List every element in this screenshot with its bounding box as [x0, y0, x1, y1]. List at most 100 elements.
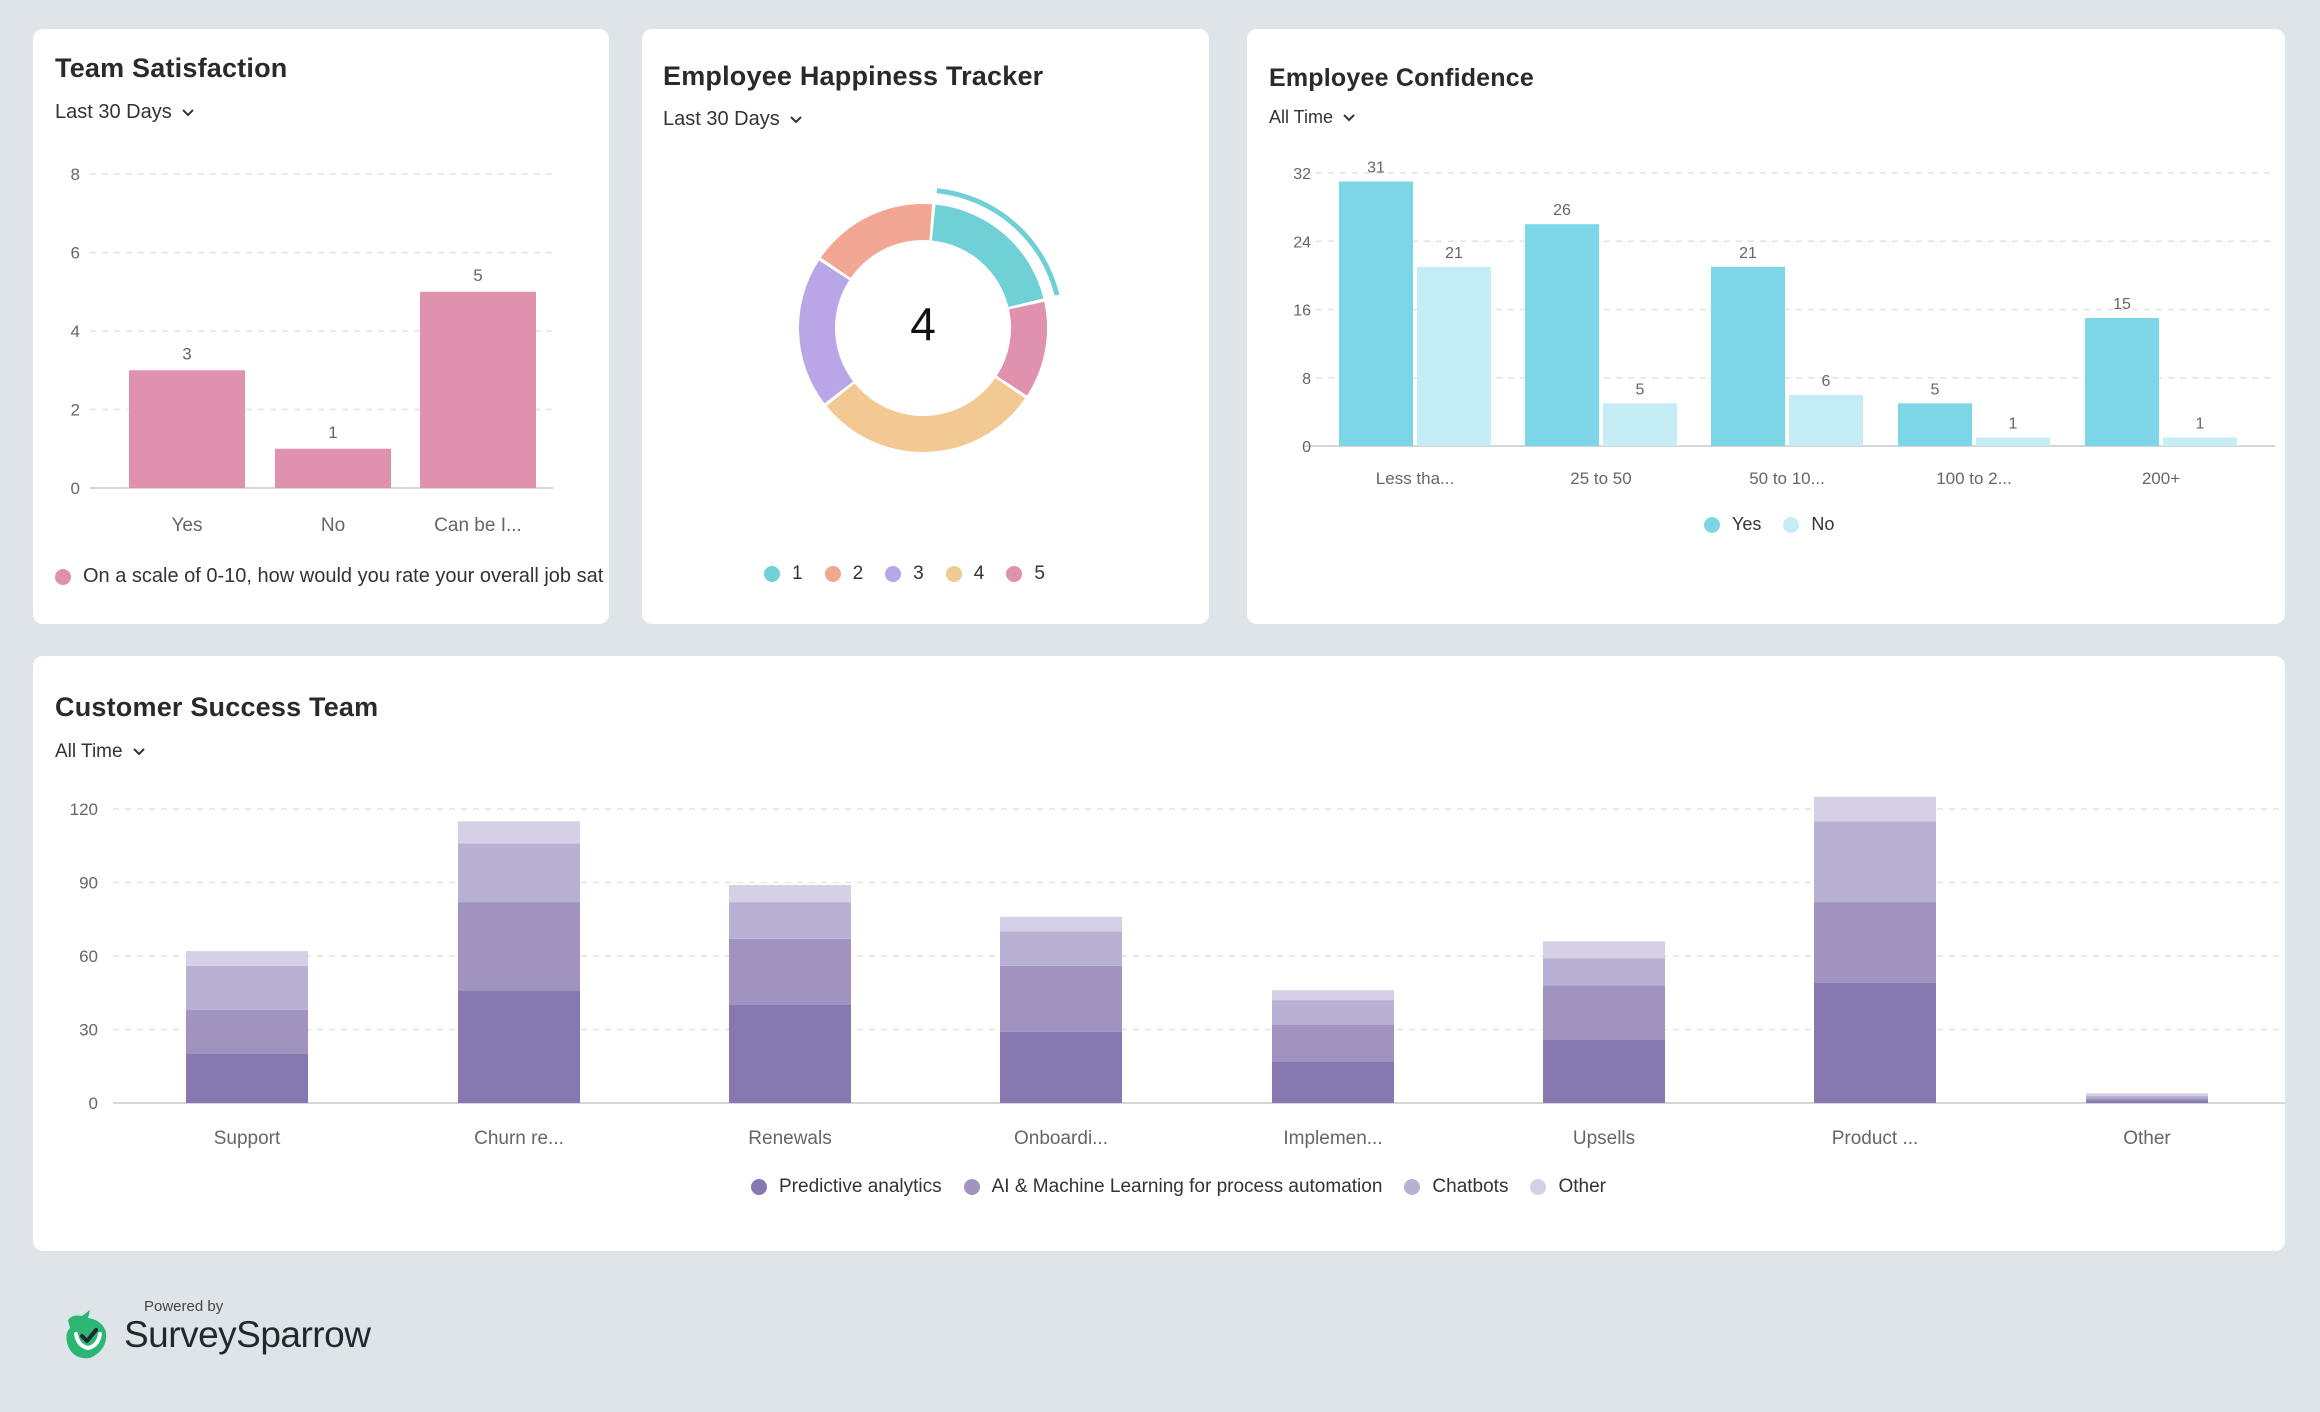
bar [420, 291, 536, 488]
y-tick-label: 16 [1293, 303, 1311, 320]
stacked-bar-segment [1272, 990, 1394, 1001]
donut-slice-3 [799, 260, 854, 404]
stacked-bar-segment [2086, 1093, 2208, 1096]
y-tick-label: 120 [70, 800, 98, 819]
confidence-legend: Yes No [1704, 514, 1856, 535]
legend-label: 5 [1034, 563, 1045, 584]
chevron-down-icon [182, 108, 194, 116]
data-label: 1 [328, 423, 337, 442]
y-tick-label: 0 [89, 1094, 98, 1113]
chevron-down-icon [132, 748, 145, 756]
legend-dot [1783, 516, 1800, 533]
stacked-bar-segment [1272, 1000, 1394, 1025]
stacked-bar-segment [729, 902, 851, 939]
customer-success-filter[interactable]: All Time [55, 741, 147, 763]
legend-dot [963, 1179, 980, 1195]
legend-item[interactable]: Yes [1704, 514, 1761, 535]
stacked-bar-segment [458, 990, 580, 1103]
legend-item[interactable]: 4 [945, 563, 984, 585]
confidence-title: Employee Confidence [1269, 64, 1534, 92]
sparrow-logo-icon [66, 1310, 107, 1359]
confidence-card: Employee Confidence All Time 0 8 16 24 32 31 2… [1247, 29, 2285, 624]
stacked-bar-segment [186, 1009, 308, 1054]
stacked-bar-segment [1814, 796, 1936, 822]
happiness-donut-chart: 4 [799, 188, 1060, 452]
stacked-bar-segment [729, 938, 851, 1005]
bar [275, 448, 391, 488]
x-tick-label: Upsells [1573, 1128, 1635, 1149]
confidence-chart: 0 8 16 24 32 31 21 Less tha... 26 5 25 to 50 21 6 50 … [1293, 160, 2275, 488]
brand-name: SurveySparrow [124, 1314, 371, 1355]
chevron-down-icon [1343, 113, 1355, 121]
x-tick-label: Yes [172, 515, 203, 536]
legend-dot [824, 566, 841, 582]
bar [129, 370, 245, 488]
filter-label: All Time [55, 741, 123, 762]
legend-item[interactable]: 5 [1006, 563, 1045, 585]
stacked-bar-segment [1000, 931, 1122, 966]
x-tick-label: Can be I... [434, 515, 522, 536]
stacked-bar-segment [186, 951, 308, 966]
happiness-card: Employee Happiness Tracker Last 30 Days … [642, 29, 1209, 624]
y-tick-label: 6 [71, 244, 80, 263]
legend-dot [1704, 516, 1720, 533]
x-tick-label: Other [2123, 1128, 2171, 1149]
legend-item[interactable]: Other [1530, 1176, 1606, 1198]
stacked-bar-segment [458, 902, 580, 991]
filter-label: Last 30 Days [55, 101, 172, 123]
legend-label: No [1811, 514, 1835, 534]
stacked-bar-segment [2086, 1095, 2208, 1099]
y-tick-label: 32 [1293, 166, 1311, 183]
stacked-bar-segment [1814, 982, 1936, 1103]
bar-yes [1898, 403, 1972, 446]
powered-by-label: Powered by [144, 1298, 224, 1315]
team-satisfaction-filter[interactable]: Last 30 Days [55, 101, 196, 124]
legend-dot [764, 566, 780, 582]
y-tick-label: 4 [71, 322, 80, 341]
legend-item[interactable]: No [1783, 514, 1834, 535]
legend-item[interactable]: Predictive analytics [751, 1176, 942, 1198]
legend-dot [1404, 1179, 1421, 1195]
team-satisfaction-chart: 0 2 4 6 8 3 Yes 1 No 5 Can be I... [71, 165, 553, 536]
stacked-bar-segment [1000, 916, 1122, 932]
bar-yes [1711, 266, 1785, 446]
bar-no [2163, 437, 2237, 446]
stacked-bar-segment [458, 821, 580, 844]
data-label: 5 [473, 266, 482, 285]
stacked-bar-segment [1814, 821, 1936, 903]
legend-label: 2 [852, 563, 864, 584]
stacked-bar-segment [186, 965, 308, 1010]
surveysparrow-brand[interactable]: Powered by SurveySparrow [62, 1298, 382, 1368]
legend-item[interactable]: Chatbots [1404, 1176, 1508, 1198]
bar-yes [2085, 318, 2159, 446]
y-tick-label: 8 [71, 165, 80, 184]
data-label: 1 [2196, 415, 2205, 432]
x-tick-label: Churn re... [474, 1128, 564, 1149]
stacked-bar-segment [2086, 1100, 2208, 1103]
legend-label: On a scale of 0-10, how would you rate y… [83, 565, 604, 587]
customer-success-legend: Predictive analytics AI & Machine Learnin… [751, 1176, 1628, 1198]
x-tick-label: Support [214, 1128, 281, 1149]
y-tick-label: 60 [79, 947, 98, 966]
legend-label: AI & Machine Learning for process automa… [991, 1176, 1383, 1197]
bar-no [1417, 266, 1491, 446]
data-label: 5 [1636, 381, 1645, 398]
data-label: 1 [2009, 415, 2018, 432]
filter-label: Last 30 Days [663, 108, 780, 130]
legend-dot [1530, 1179, 1547, 1195]
legend-item[interactable]: 3 [885, 563, 924, 585]
happiness-title: Employee Happiness Tracker [663, 61, 1044, 91]
data-label: 5 [1931, 381, 1940, 398]
confidence-filter[interactable]: All Time [1269, 107, 1357, 128]
legend-item[interactable]: 1 [764, 563, 803, 585]
x-tick-label: Implemen... [1283, 1128, 1382, 1149]
stacked-bar-segment [2086, 1098, 2208, 1101]
legend-item[interactable]: 2 [824, 563, 864, 585]
donut-highlight-arc [936, 188, 1060, 296]
legend-item[interactable]: AI & Machine Learning for process automa… [963, 1176, 1383, 1198]
happiness-filter[interactable]: Last 30 Days [663, 108, 804, 131]
customer-success-title: Customer Success Team [55, 692, 379, 722]
customer-success-chart: 0 30 60 90 120 Support Churn re... Renewals Onbo… [70, 796, 2285, 1149]
legend-label: 1 [792, 563, 803, 584]
legend-dot [751, 1179, 767, 1195]
